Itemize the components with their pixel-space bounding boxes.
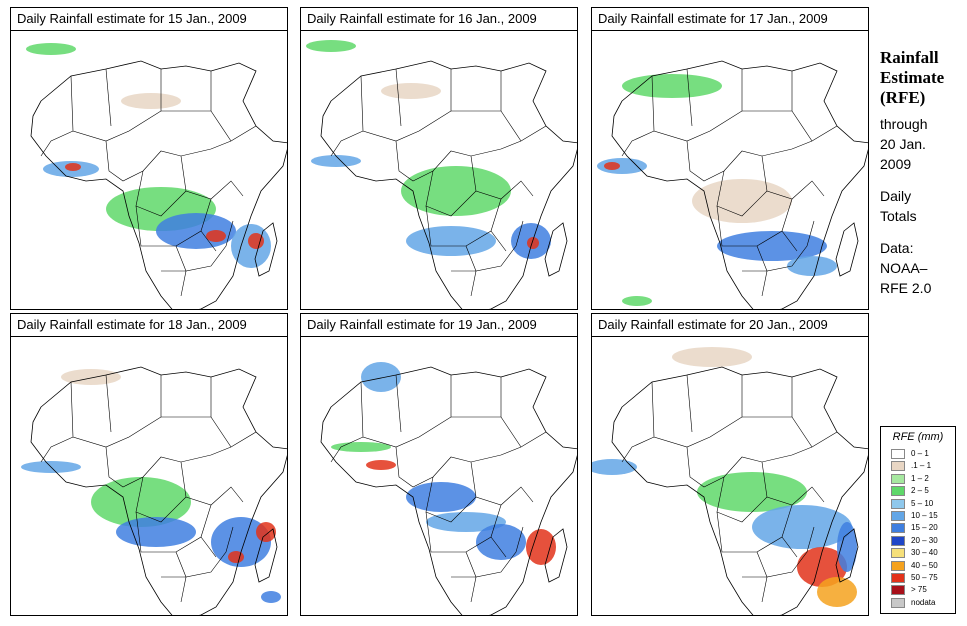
- panel-title: Daily Rainfall estimate for 19 Jan., 200…: [301, 314, 577, 337]
- rainfall-map-panel: Daily Rainfall estimate for 17 Jan., 200…: [591, 7, 869, 310]
- date-line: 2009: [880, 156, 912, 172]
- rainfall-map: [592, 337, 868, 615]
- legend-swatch: [891, 535, 905, 546]
- rainfall-map-panel: Daily Rainfall estimate for 15 Jan., 200…: [10, 7, 288, 310]
- legend-swatch: [891, 573, 905, 583]
- legend-swatch: [891, 449, 905, 459]
- panel-title: Daily Rainfall estimate for 18 Jan., 200…: [11, 314, 287, 337]
- legend-swatch: [891, 597, 905, 608]
- legend-label: nodata: [911, 597, 936, 607]
- legend-label: 15 – 20: [911, 523, 938, 533]
- data-label: Data:: [880, 240, 914, 256]
- source-line: RFE 2.0: [880, 280, 932, 296]
- legend-title: RFE (mm): [892, 431, 944, 443]
- rainfall-map-panel: Daily Rainfall estimate for 16 Jan., 200…: [300, 7, 578, 310]
- legend-label: 5 – 10: [911, 498, 934, 508]
- source-line: NOAA–: [880, 260, 928, 276]
- rainfall-map-panel: Daily Rainfall estimate for 18 Jan., 200…: [10, 313, 288, 616]
- date-line: 20 Jan.: [880, 136, 926, 152]
- legend-label: .1 – 1: [911, 461, 932, 471]
- map-description: Rainfall Estimate (RFE) through 20 Jan. …: [880, 48, 964, 298]
- rainfall-map: [301, 337, 577, 615]
- legend-swatch: [891, 560, 905, 571]
- legend-label: 40 – 50: [911, 560, 938, 570]
- rainfall-map-panel: Daily Rainfall estimate for 20 Jan., 200…: [591, 313, 869, 616]
- legend-label: 30 – 40: [911, 548, 938, 558]
- side-title-line: (RFE): [880, 88, 926, 107]
- panel-title: Daily Rainfall estimate for 15 Jan., 200…: [11, 8, 287, 31]
- legend-label: 2 – 5: [911, 486, 929, 496]
- side-title-line: Estimate: [880, 68, 945, 87]
- legend-label: 50 – 75: [911, 573, 938, 582]
- legend-label: 1 – 2: [911, 473, 929, 483]
- rainfall-map: [11, 337, 287, 615]
- side-title-line: Rainfall: [880, 48, 939, 67]
- legend-label: > 75: [911, 585, 927, 595]
- totals-label: Totals: [880, 208, 917, 224]
- daily-label: Daily: [880, 188, 912, 204]
- legend-swatch: [891, 486, 905, 497]
- rainfall-legend: RFE (mm) 0 – 1 .1 – 1 1 – 2 2 – 5 5 – 10 10 –…: [880, 426, 956, 614]
- legend-swatch: [891, 548, 905, 559]
- rainfall-map: [301, 31, 577, 309]
- legend-swatch: [891, 511, 905, 521]
- legend-swatch: [891, 498, 905, 509]
- legend-swatch: [891, 461, 905, 472]
- panel-title: Daily Rainfall estimate for 17 Jan., 200…: [592, 8, 868, 31]
- legend-swatch: [891, 585, 905, 596]
- panel-title: Daily Rainfall estimate for 20 Jan., 200…: [592, 314, 868, 337]
- legend-label: 10 – 15: [911, 511, 938, 520]
- through-label: through: [880, 116, 928, 132]
- rainfall-map: [11, 31, 287, 309]
- legend-swatch: [891, 473, 905, 484]
- rainfall-map: [592, 31, 868, 309]
- panel-title: Daily Rainfall estimate for 16 Jan., 200…: [301, 8, 577, 31]
- rainfall-map-panel: Daily Rainfall estimate for 19 Jan., 200…: [300, 313, 578, 616]
- legend-swatch: [891, 523, 905, 534]
- legend-label: 0 – 1: [911, 449, 929, 458]
- legend-label: 20 – 30: [911, 535, 938, 545]
